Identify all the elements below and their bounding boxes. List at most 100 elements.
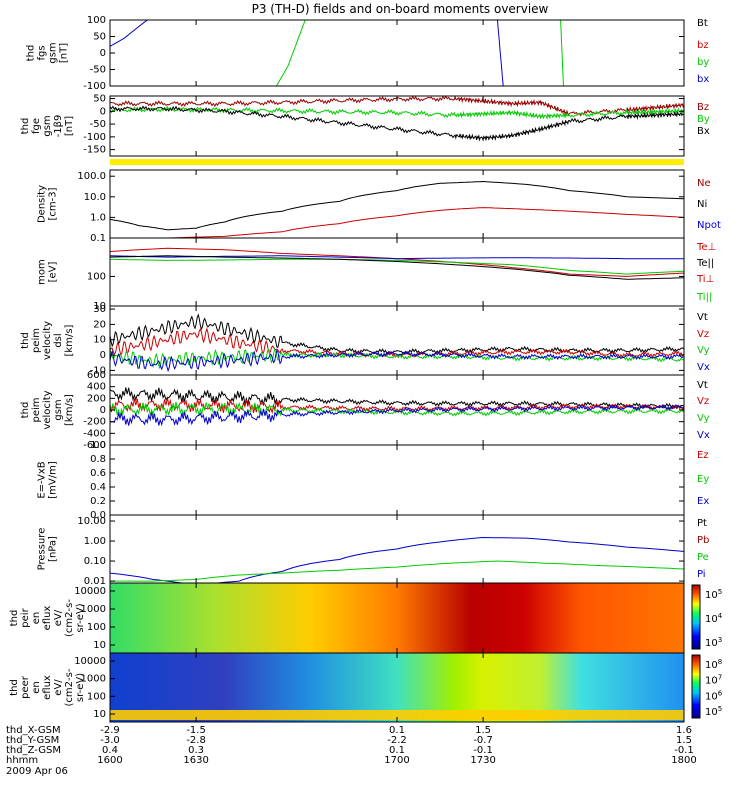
spectrogram-band <box>110 710 684 720</box>
xaxis-value: 0.1 <box>389 745 405 756</box>
ytick-label: 0.2 <box>90 496 106 507</box>
ytick-label: 0.0 <box>90 510 106 521</box>
legend-Ti||: Ti|| <box>696 292 712 303</box>
ylabel: thd <box>26 45 37 62</box>
ylabel: [nT] <box>64 116 75 136</box>
legend-Bt: Bt <box>697 18 708 29</box>
ytick-label: 10 <box>93 709 106 720</box>
legend-Vt: Vt <box>697 312 708 323</box>
ytick-label: 200 <box>87 393 106 404</box>
xaxis-value: 1.5 <box>676 735 692 746</box>
ytick-label: 100.0 <box>77 171 106 182</box>
series-Vz <box>110 327 684 359</box>
ylabel: eV/ <box>53 609 64 626</box>
xaxis-row-label: thd_X-GSM <box>6 725 61 736</box>
xaxis-value: 0.4 <box>102 745 118 756</box>
panel-frame <box>109 444 685 516</box>
ylabel: -1β9 <box>53 115 64 138</box>
legend-Bz: Bz <box>697 102 709 113</box>
ytick-label: -400 <box>83 428 106 439</box>
xaxis-value: -3.0 <box>100 735 120 746</box>
ytick-label: 0.10 <box>84 556 106 567</box>
legend-Npot: Npot <box>697 220 721 231</box>
legend-Ni: Ni <box>697 199 707 210</box>
ytick-label: 100 <box>87 15 106 26</box>
series-Ti|| <box>110 258 684 275</box>
ytick-label: 1.00 <box>84 536 106 547</box>
ylabel: thd <box>20 402 31 419</box>
panel-vel2 <box>109 374 685 446</box>
legend-Vx: Vx <box>697 362 710 373</box>
panel-peer <box>109 652 701 723</box>
legend-Ti⊥: Ti⊥ <box>696 274 714 285</box>
panel-vel1 <box>109 305 685 376</box>
panel-density <box>109 169 685 239</box>
ytick-label: -600 <box>83 440 106 451</box>
spectrogram-peir <box>110 583 684 653</box>
panel-fgs <box>109 19 685 87</box>
xaxis-value: -0.7 <box>473 735 493 746</box>
series-Vy <box>110 347 684 370</box>
ylabel: en <box>31 681 42 694</box>
colorbar-tick: 108 <box>705 658 722 671</box>
legend-Pe: Pe <box>697 552 709 563</box>
legend-Te⊥: Te⊥ <box>696 242 716 253</box>
ylabel: (cm2-s- <box>64 599 75 637</box>
series-Vz <box>110 397 684 415</box>
xaxis-row-label: hhmm <box>6 755 38 766</box>
ytick-label: 100 <box>87 271 106 282</box>
ylabel: thd <box>20 332 31 349</box>
ytick-label: 0.6 <box>90 468 106 479</box>
legend-By: By <box>697 114 710 125</box>
ylabel: [mV/m] <box>48 461 59 499</box>
xaxis-value: -1.5 <box>186 725 206 736</box>
ytick-label: 0.01 <box>84 576 106 587</box>
page-title: P3 (TH-D) fields and on-board moments ov… <box>252 2 549 16</box>
ylabel: [cm-3] <box>48 187 59 220</box>
legend-by: by <box>697 57 709 68</box>
ytick-label: 20 <box>93 319 106 330</box>
panel-pressure <box>109 514 685 584</box>
ytick-label: 100 <box>87 691 106 702</box>
legend-Vz: Vz <box>697 396 709 407</box>
panel-fge <box>109 95 685 157</box>
ylabel: [nT] <box>59 43 70 63</box>
ylabel: fgs <box>37 45 48 60</box>
legend-Pi: Pi <box>697 569 706 580</box>
series-Pi <box>110 536 684 583</box>
series-Bz <box>110 96 684 117</box>
ylabel: [km/s] <box>64 394 75 426</box>
ylabel: eflux <box>42 675 53 700</box>
ytick-label: 10000 <box>74 656 106 667</box>
xaxis-value: 1.6 <box>676 725 692 736</box>
ylabel: peir <box>20 607 31 627</box>
xaxis-row-label: thd_Z-GSM <box>6 745 61 756</box>
series-By <box>110 105 684 120</box>
series-by <box>560 20 564 86</box>
series-Vt <box>110 387 684 410</box>
ytick-label: 100 <box>87 622 106 633</box>
ytick-label: 1.0 <box>90 440 106 451</box>
ytick-label: 0.8 <box>90 454 106 465</box>
ylabel: thd <box>9 679 20 696</box>
ytick-label: 0 <box>100 48 106 59</box>
ytick-label: 1000 <box>81 604 106 615</box>
ytick-label: -150 <box>83 145 106 156</box>
series-Ne <box>110 207 684 238</box>
ytick-label: 10 <box>93 640 106 651</box>
ytick-label: -200 <box>83 417 106 428</box>
series-Vx <box>110 404 684 427</box>
ytick-label: 0 <box>100 350 106 361</box>
ylabel: sr-eV) <box>75 673 86 702</box>
ylabel: mom <box>37 259 48 285</box>
colorbar-peer <box>691 654 701 719</box>
ytick-label: -50 <box>90 65 106 76</box>
ylabel: thd <box>20 118 31 135</box>
series-Vx <box>110 349 684 373</box>
ylabel: [eV] <box>48 262 59 283</box>
xaxis-value: 0.1 <box>389 725 405 736</box>
legend-Ey: Ey <box>697 474 709 485</box>
panel-efield <box>109 444 685 516</box>
